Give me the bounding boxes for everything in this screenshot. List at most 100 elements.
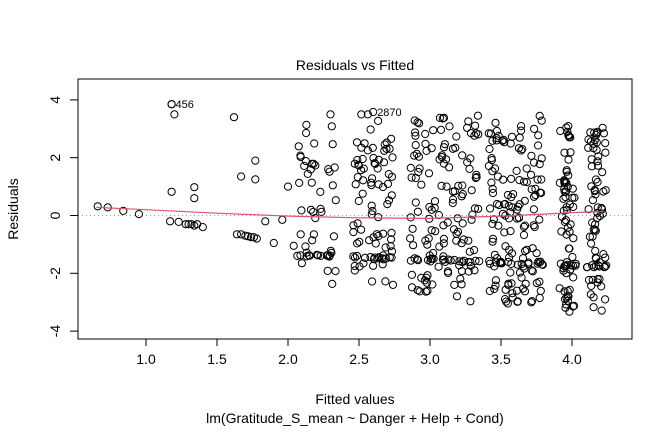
data-point <box>407 173 416 182</box>
data-point <box>591 175 601 184</box>
data-point <box>500 228 509 237</box>
plot-frame <box>77 78 633 340</box>
data-point <box>528 267 537 276</box>
data-point <box>592 145 601 155</box>
data-point <box>119 206 128 215</box>
data-point <box>506 227 515 236</box>
data-point <box>330 163 339 172</box>
data-point <box>443 218 452 227</box>
data-point <box>488 136 497 145</box>
data-point <box>507 174 516 183</box>
data-point <box>301 242 310 251</box>
data-point <box>513 260 522 269</box>
data-point <box>593 157 602 166</box>
data-point <box>380 146 389 155</box>
data-point <box>487 178 496 187</box>
data-point <box>386 242 395 251</box>
data-point <box>465 164 474 173</box>
data-point <box>568 252 577 262</box>
data-point <box>435 155 444 164</box>
x-tick-label: 1.0 <box>136 351 156 367</box>
data-point <box>369 261 378 270</box>
data-point <box>350 253 360 262</box>
data-point <box>423 256 433 265</box>
data-point <box>415 164 424 173</box>
data-point <box>517 126 526 135</box>
data-point <box>251 156 260 165</box>
data-point <box>571 259 580 268</box>
data-point <box>430 197 440 206</box>
data-point <box>587 239 596 248</box>
data-point <box>374 155 383 164</box>
data-point <box>491 118 500 127</box>
data-point <box>598 168 607 177</box>
data-point <box>368 206 377 216</box>
data-point <box>93 202 102 211</box>
data-point <box>452 236 461 245</box>
data-point <box>494 131 503 140</box>
data-point <box>489 215 498 224</box>
data-point <box>508 289 517 298</box>
data-point <box>359 259 368 268</box>
data-point <box>528 297 537 306</box>
data-point <box>415 287 424 296</box>
data-point <box>278 215 287 224</box>
data-point <box>565 285 574 294</box>
data-point <box>251 175 260 184</box>
data-point <box>518 254 528 263</box>
data-point <box>569 273 578 282</box>
data-point <box>359 176 368 185</box>
data-point <box>601 148 610 157</box>
data-point <box>439 159 448 168</box>
data-point <box>537 154 546 163</box>
data-point <box>591 220 600 229</box>
data-point <box>423 286 432 296</box>
data-point <box>529 192 539 201</box>
y-tick-label: 0 <box>47 211 63 219</box>
data-point <box>387 134 396 143</box>
data-point <box>382 144 391 153</box>
data-point <box>407 270 416 279</box>
data-point <box>328 140 337 149</box>
data-point <box>331 196 340 205</box>
chart-title: Residuals vs Fitted <box>296 57 414 73</box>
data-point <box>485 144 494 154</box>
data-point <box>453 214 462 223</box>
data-point <box>458 151 467 160</box>
data-point <box>369 153 378 163</box>
data-point <box>379 158 389 167</box>
data-point <box>427 144 436 153</box>
data-point <box>560 148 569 157</box>
data-point <box>302 120 311 130</box>
data-point <box>499 135 508 144</box>
smooth-line-group <box>96 206 604 220</box>
data-point <box>561 178 570 187</box>
data-point <box>535 111 544 121</box>
data-point <box>526 170 536 179</box>
data-point <box>452 132 461 141</box>
data-point <box>420 276 429 285</box>
data-point <box>531 191 540 200</box>
data-point <box>520 264 529 273</box>
data-point <box>453 227 463 236</box>
data-point <box>562 258 571 267</box>
data-point <box>387 247 397 256</box>
data-point <box>326 110 335 119</box>
data-point <box>439 255 448 264</box>
data-point <box>593 177 602 187</box>
data-point <box>506 139 515 148</box>
data-point <box>519 222 529 231</box>
y-tick-label: -4 <box>47 325 63 338</box>
data-point <box>490 164 500 173</box>
data-point <box>367 201 376 210</box>
data-point <box>306 205 316 214</box>
data-point <box>269 238 278 248</box>
data-point <box>237 230 246 239</box>
y-tick-label: 4 <box>47 96 63 104</box>
data-point <box>445 163 454 172</box>
data-point <box>508 203 517 212</box>
data-point <box>517 146 526 155</box>
data-point <box>355 237 364 246</box>
data-point <box>181 220 190 229</box>
data-point <box>283 182 293 191</box>
